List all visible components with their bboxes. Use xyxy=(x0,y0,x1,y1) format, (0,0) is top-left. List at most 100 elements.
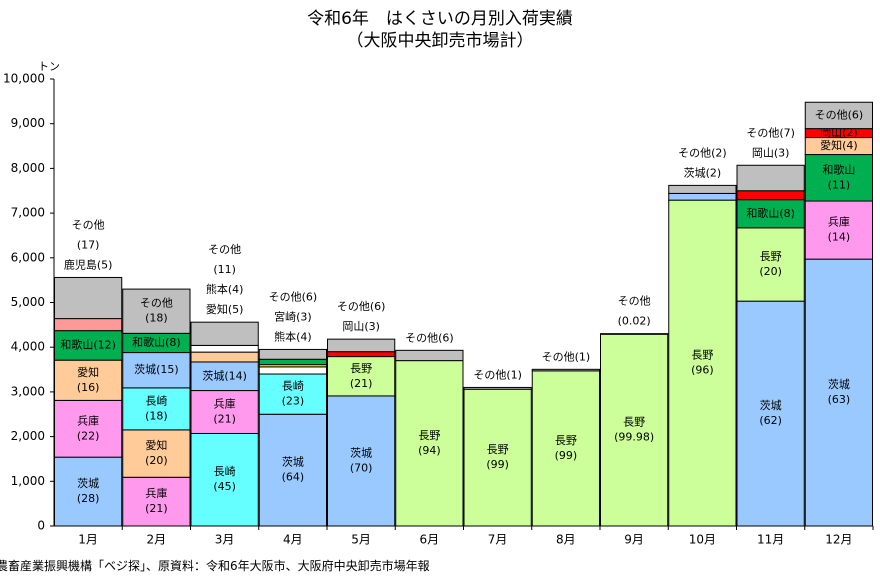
segment-label: (20) xyxy=(145,454,168,467)
segment-label: (20) xyxy=(759,265,782,278)
bar-segment xyxy=(258,366,327,375)
segment-label: (18) xyxy=(145,409,168,422)
above-bar-label: 熊本(4) xyxy=(274,329,312,343)
y-tick-label: 8,000 xyxy=(11,161,45,175)
above-bar-label: その他(6) xyxy=(337,300,386,313)
x-tick-label: 9月 xyxy=(624,533,644,547)
chart-subtitle: （大阪中央卸売市場計） xyxy=(346,31,534,51)
bar-segment xyxy=(190,321,259,346)
above-bar-label: 岡山(3) xyxy=(342,320,380,333)
bar-segment xyxy=(258,348,327,360)
segment-label: 兵庫 xyxy=(77,413,99,427)
bar-segment xyxy=(736,190,805,201)
above-bar-label: (11) xyxy=(213,263,236,276)
segment-label: (21) xyxy=(145,502,168,515)
above-bar-label: その他(6) xyxy=(269,290,318,303)
x-tick-label: 3月 xyxy=(215,533,235,547)
above-bar-label: 熊本(4) xyxy=(206,282,244,296)
segment-label: 愛知 xyxy=(145,438,167,452)
above-bar-label: その他 xyxy=(208,243,241,256)
segment-label: 岡山(2) xyxy=(820,126,858,139)
segment-label: 長崎 xyxy=(214,464,236,478)
y-tick-label: 0 xyxy=(37,519,45,533)
bar-segment xyxy=(395,360,464,527)
y-tick-label: 2,000 xyxy=(11,429,45,443)
segment-label: 茨城 xyxy=(350,445,372,459)
bar-segment xyxy=(54,276,123,320)
segment-label: 長崎 xyxy=(145,393,167,407)
above-bar-label: その他(7) xyxy=(746,126,795,139)
bar-segment xyxy=(463,386,532,390)
bar-segment xyxy=(531,368,600,372)
bar-segment xyxy=(258,413,327,527)
segment-label: 兵庫 xyxy=(214,397,236,411)
above-bar-label: その他(1) xyxy=(542,350,591,363)
x-tick-label: 1月 xyxy=(78,533,98,547)
segment-label: (99) xyxy=(486,458,509,471)
segment-label: 長野 xyxy=(487,443,509,456)
bar-segment xyxy=(190,351,259,363)
segment-label: (45) xyxy=(213,480,236,493)
above-bar-label: 鹿児島(5) xyxy=(64,257,113,271)
y-tick-label: 9,000 xyxy=(11,116,45,130)
bar-segment xyxy=(327,351,396,358)
above-bar-label: その他 xyxy=(72,218,105,231)
chart-title: 令和6年 はくさいの月別入荷実績 xyxy=(307,9,573,29)
segment-label: 愛知(4) xyxy=(820,138,858,152)
above-bar-label: 茨城(2) xyxy=(684,165,722,179)
above-bar-label: その他(1) xyxy=(473,368,522,381)
bar-segment xyxy=(804,154,873,202)
bar-segment xyxy=(736,300,805,527)
bar-segment xyxy=(327,338,396,353)
x-tick-label: 12月 xyxy=(825,533,852,547)
bar-segment xyxy=(600,333,669,527)
segment-label: 茨城(14) xyxy=(202,368,247,382)
x-tick-label: 4月 xyxy=(283,533,303,547)
above-bar-label: その他(6) xyxy=(405,331,454,344)
segment-label: 長野 xyxy=(623,415,645,428)
segment-label: (23) xyxy=(282,395,305,408)
above-bar-label: その他(2) xyxy=(678,146,727,159)
x-tick-label: 11月 xyxy=(757,533,784,547)
segment-label: (96) xyxy=(691,364,714,377)
segment-label: 茨城 xyxy=(77,476,99,490)
segment-label: (16) xyxy=(77,381,100,394)
segment-label: 茨城 xyxy=(282,455,304,469)
x-tick-label: 7月 xyxy=(488,533,508,547)
y-axis-unit: トン xyxy=(38,60,60,73)
x-tick-label: 5月 xyxy=(351,533,371,547)
bar-segment xyxy=(258,358,327,366)
above-bar-label: 宮崎(3) xyxy=(274,309,312,323)
above-bar-label: (17) xyxy=(77,238,100,251)
segment-label: 茨城 xyxy=(828,377,850,391)
segment-label: 長崎 xyxy=(282,379,304,393)
segment-label: (11) xyxy=(828,178,851,191)
segment-label: 茨城(15) xyxy=(134,362,179,376)
segment-label: 和歌山(8) xyxy=(746,206,795,220)
bar-segment xyxy=(668,199,737,527)
source-note: 農畜産業振興機構「ベジ探」、原資料：令和6年大阪市、大阪府中央卸売市場年報 xyxy=(0,559,430,573)
segment-label: (28) xyxy=(77,492,100,505)
bar-segment xyxy=(804,101,873,130)
above-bar-label: 愛知(5) xyxy=(206,302,244,316)
segment-label: 長野 xyxy=(760,250,782,263)
bar-segment xyxy=(258,373,327,415)
segment-label: (22) xyxy=(77,429,100,442)
x-tick-label: 10月 xyxy=(689,533,716,547)
y-tick-label: 7,000 xyxy=(11,206,45,220)
bar-segment xyxy=(668,192,737,201)
segment-label: (18) xyxy=(145,312,168,325)
x-tick-label: 8月 xyxy=(556,533,576,547)
bar-segment xyxy=(54,318,123,332)
segment-label: 和歌山(12) xyxy=(60,337,116,351)
y-tick-label: 4,000 xyxy=(11,340,45,354)
bar-segment xyxy=(190,344,259,353)
segment-label: 長野 xyxy=(350,362,372,375)
segment-label: (21) xyxy=(213,413,236,426)
segment-label: 茨城 xyxy=(760,398,782,412)
segment-label: その他 xyxy=(140,297,173,310)
above-bar-label: その他 xyxy=(618,295,651,308)
segment-label: (63) xyxy=(828,393,851,406)
segment-label: (99) xyxy=(555,449,578,462)
